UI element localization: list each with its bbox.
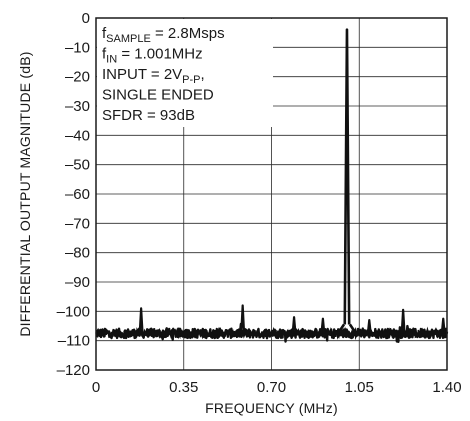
x-tick-label: 0 — [92, 379, 100, 396]
x-axis-ticks: 0 0.35 0.70 1.05 1.40 — [92, 379, 462, 396]
y-tick-label: –110 — [58, 333, 90, 350]
y-tick-label: –40 — [65, 127, 90, 144]
spectrum-trace — [95, 28, 449, 344]
noise-floor-band — [95, 326, 448, 341]
y-axis-ticks: 0 –10 –20 –30 –40 –50 –60 –70 –80 –90 –100 –110 –120 — [57, 10, 90, 379]
spur-peak — [320, 317, 326, 334]
spur-peak — [291, 316, 297, 334]
annotation-line: fIN = 1.001MHz — [102, 46, 203, 66]
y-tick-label: –100 — [57, 303, 90, 320]
spur-peak — [138, 307, 144, 334]
annotation-line: SINGLE ENDED — [102, 87, 214, 104]
annotation-box — [97, 19, 273, 127]
annotation-line: fSAMPLE = 2.8Msps — [102, 25, 225, 45]
fundamental-peak — [336, 28, 358, 335]
x-tick-label: 0.35 — [169, 379, 198, 396]
y-tick-label: –50 — [65, 157, 90, 174]
y-tick-label: –120 — [57, 362, 90, 379]
x-tick-label: 1.05 — [345, 379, 374, 396]
y-tick-label: –80 — [65, 245, 90, 262]
y-tick-label: –60 — [65, 186, 90, 203]
spur-peak — [366, 319, 372, 334]
y-tick-label: –90 — [65, 274, 90, 291]
spur-peak — [240, 304, 246, 334]
y-axis-label: DIFFERENTIAL OUTPUT MAGNITUDE (dB) — [17, 51, 33, 336]
annotation-line: INPUT = 2VP-P, — [102, 66, 205, 86]
y-tick-label: –20 — [65, 69, 90, 86]
x-axis-label: FREQUENCY (MHz) — [205, 400, 338, 416]
y-tick-label: –70 — [65, 215, 90, 232]
y-tick-label: –30 — [65, 98, 90, 115]
spur-peak — [440, 317, 446, 334]
y-tick-label: –10 — [65, 39, 90, 56]
plot-frame — [95, 17, 448, 371]
annotation-line: SFDR = 93dB — [102, 107, 195, 124]
x-tick-label: 1.40 — [432, 379, 461, 396]
x-tick-label: 0.70 — [257, 379, 286, 396]
y-tick-label: 0 — [82, 10, 90, 27]
spur-peak — [400, 308, 406, 334]
